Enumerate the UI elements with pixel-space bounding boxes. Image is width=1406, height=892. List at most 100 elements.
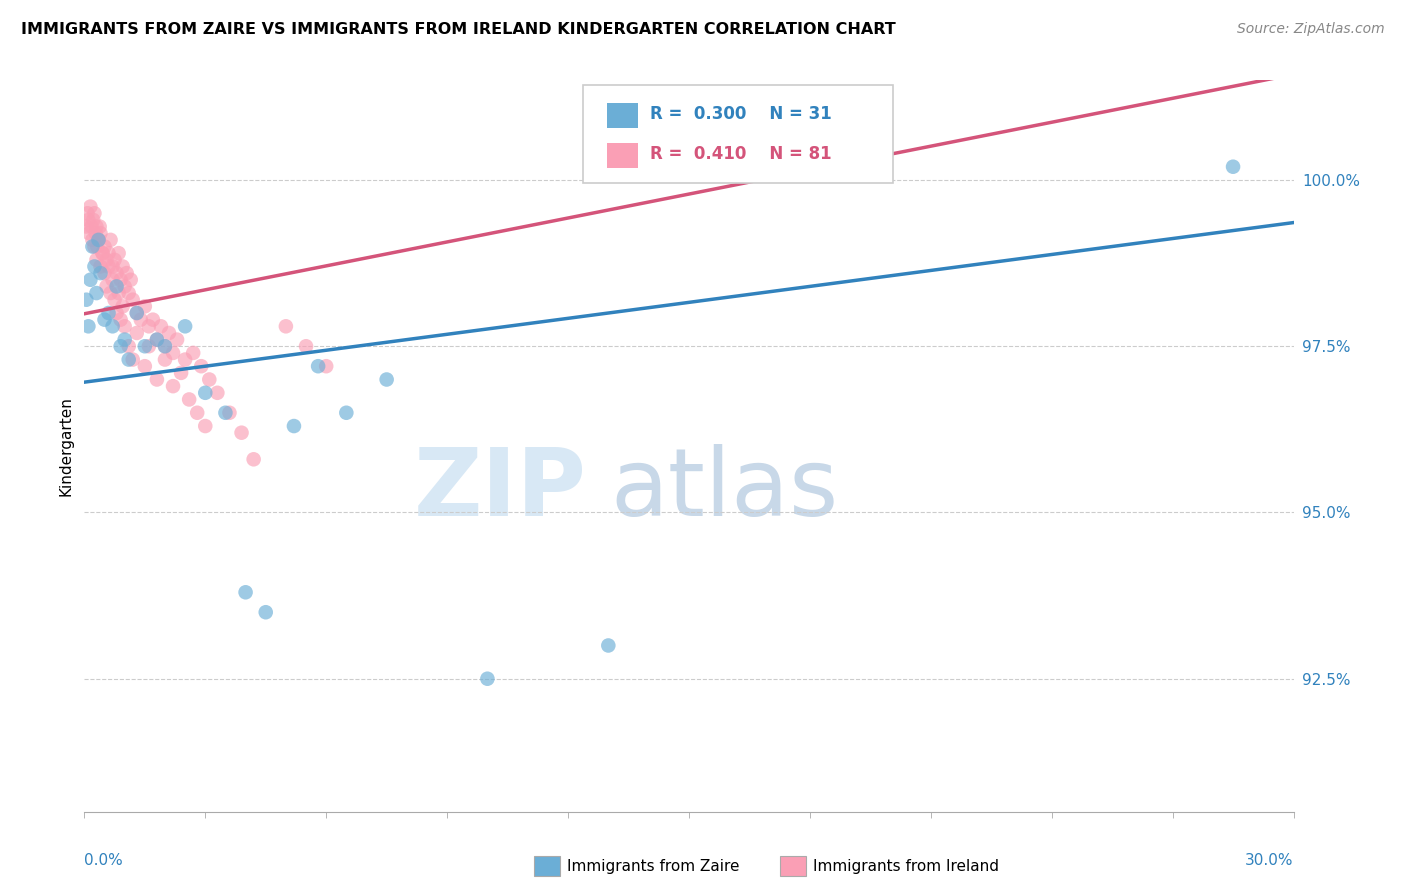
Point [166, 333, 188, 347]
Point [93, 312, 115, 326]
Text: ZIP: ZIP [413, 444, 586, 536]
Point [100, 233, 122, 247]
Point [110, 273, 132, 287]
Point [477, 672, 499, 686]
Point [118, 339, 141, 353]
Point [125, 306, 148, 320]
Point [93, 266, 115, 280]
Point [207, 385, 229, 400]
Point [89, 260, 111, 274]
Point [335, 406, 357, 420]
Point [77, 226, 100, 240]
Point [89, 226, 111, 240]
Point [125, 306, 148, 320]
Point [86, 219, 108, 234]
Point [146, 333, 169, 347]
Point [82, 213, 104, 227]
Point [105, 266, 128, 280]
Point [97, 306, 120, 320]
Y-axis label: Kindergarten: Kindergarten [58, 396, 73, 496]
Point [77, 319, 100, 334]
Point [83, 239, 105, 253]
Point [101, 273, 124, 287]
Point [93, 239, 115, 253]
Point [129, 312, 152, 326]
Point [79, 200, 101, 214]
Point [89, 219, 111, 234]
Point [100, 286, 122, 301]
Point [138, 319, 160, 334]
Text: IMMIGRANTS FROM ZAIRE VS IMMIGRANTS FROM IRELAND KINDERGARTEN CORRELATION CHART: IMMIGRANTS FROM ZAIRE VS IMMIGRANTS FROM… [21, 22, 896, 37]
Point [138, 339, 160, 353]
Point [86, 252, 108, 267]
Point [170, 366, 193, 380]
Point [89, 266, 111, 280]
Text: 0.0%: 0.0% [84, 854, 124, 869]
Point [105, 279, 128, 293]
Point [125, 326, 148, 340]
Point [86, 239, 108, 253]
Point [179, 392, 201, 407]
Point [121, 293, 143, 307]
Point [76, 206, 98, 220]
Point [87, 233, 110, 247]
Point [1222, 160, 1244, 174]
Point [107, 246, 129, 260]
Point [162, 346, 184, 360]
Point [162, 379, 184, 393]
Point [107, 286, 129, 301]
Point [174, 352, 197, 367]
Point [120, 273, 142, 287]
Point [101, 260, 124, 274]
Point [96, 279, 118, 293]
Point [307, 359, 329, 374]
Point [254, 605, 277, 619]
Point [157, 326, 180, 340]
Point [194, 419, 217, 434]
Point [174, 319, 197, 334]
Point [97, 260, 120, 274]
Point [146, 333, 169, 347]
Point [80, 219, 103, 234]
Point [79, 273, 101, 287]
Point [214, 406, 236, 420]
Point [134, 299, 156, 313]
Point [91, 246, 114, 260]
Point [149, 319, 172, 334]
Point [153, 339, 176, 353]
Text: R =  0.300    N = 31: R = 0.300 N = 31 [650, 105, 831, 123]
Text: Source: ZipAtlas.com: Source: ZipAtlas.com [1237, 22, 1385, 37]
Point [87, 233, 110, 247]
Point [87, 233, 110, 247]
Point [104, 293, 127, 307]
Point [190, 359, 212, 374]
Point [142, 312, 165, 326]
Text: R =  0.410    N = 81: R = 0.410 N = 81 [650, 145, 831, 163]
Point [134, 339, 156, 353]
Point [111, 299, 134, 313]
Point [96, 252, 118, 267]
Text: 30.0%: 30.0% [1246, 854, 1294, 869]
Point [242, 452, 264, 467]
Point [75, 219, 97, 234]
Point [134, 359, 156, 374]
Point [83, 260, 105, 274]
Point [105, 306, 128, 320]
Point [82, 233, 104, 247]
Point [153, 339, 176, 353]
Point [121, 352, 143, 367]
Point [86, 286, 108, 301]
Point [111, 260, 134, 274]
Point [110, 339, 132, 353]
Point [186, 406, 208, 420]
Point [83, 206, 105, 220]
Point [114, 279, 136, 293]
Point [118, 286, 141, 301]
Text: Immigrants from Ireland: Immigrants from Ireland [813, 859, 998, 873]
Point [77, 213, 100, 227]
Point [146, 372, 169, 386]
Point [91, 246, 114, 260]
Point [598, 639, 620, 653]
Point [218, 406, 240, 420]
Point [181, 346, 204, 360]
